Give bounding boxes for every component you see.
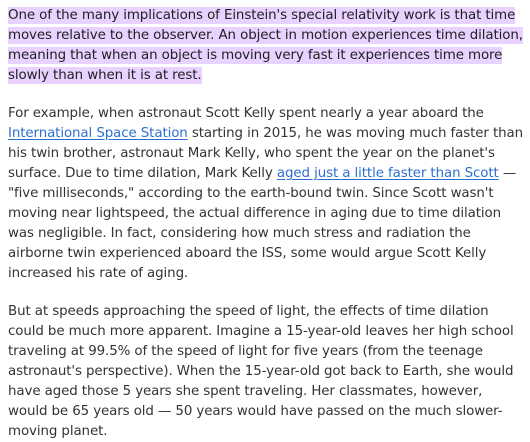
aged-faster-link[interactable]: aged just a little faster than Scott (276, 166, 499, 181)
paragraph2-text-middle: starting in 2015, he was moving much fas… (8, 126, 523, 181)
international-space-station-link[interactable]: International Space Station (8, 126, 188, 141)
paragraph2-text-start: For example, when astronaut Scott Kelly … (8, 106, 484, 121)
highlighted-text[interactable]: One of the many implications of Einstein… (8, 7, 523, 84)
paragraph2-text-end: — "five milliseconds," according to the … (8, 166, 517, 281)
paragraph-scott-kelly: For example, when astronaut Scott Kelly … (8, 104, 524, 284)
paragraph-speed-of-light: But at speeds approaching the speed of l… (8, 304, 514, 439)
highlighted-paragraph: One of the many implications of Einstein… (8, 6, 524, 86)
